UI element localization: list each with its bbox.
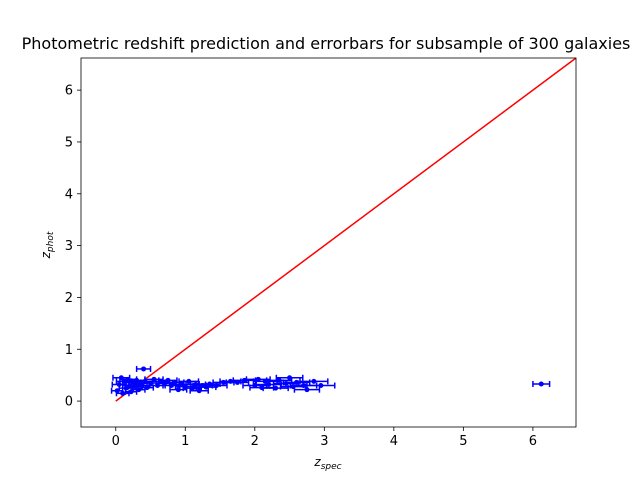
- data-point: [276, 377, 282, 383]
- data-point: [196, 388, 202, 394]
- data-point: [165, 377, 171, 383]
- x-tick-label: 6: [529, 434, 537, 449]
- y-tick-label: 5: [65, 135, 73, 150]
- y-tick-label: 0: [65, 395, 73, 410]
- y-tick-label: 3: [65, 239, 73, 254]
- data-point: [294, 379, 300, 385]
- y-axis-label-base: z: [39, 251, 53, 259]
- x-tick-label: 4: [390, 434, 398, 449]
- data-point: [538, 381, 544, 387]
- data-point: [255, 376, 261, 382]
- x-tick-label: 1: [181, 434, 189, 449]
- y-tick-label: 4: [65, 187, 73, 202]
- data-point: [273, 385, 279, 391]
- y-axis-label: zphot: [39, 231, 56, 259]
- x-axis-label-subscript: spec: [321, 462, 342, 472]
- data-point: [186, 378, 192, 384]
- data-point: [136, 387, 142, 393]
- y-axis-label-subscript: phot: [46, 231, 56, 253]
- data-point: [234, 379, 240, 385]
- data-point: [144, 385, 150, 391]
- y-axis-ticks: 0 1 2 3 4 5 6: [65, 84, 81, 410]
- data-point: [116, 382, 122, 388]
- data-point: [300, 383, 306, 389]
- data-point: [304, 387, 310, 393]
- x-axis-label-base: z: [313, 455, 321, 469]
- x-axis-label: zspec: [313, 455, 341, 472]
- reference-line-layer: [115, 57, 577, 402]
- data-point: [287, 375, 293, 381]
- data-point: [311, 378, 317, 384]
- y-tick-label: 2: [65, 291, 73, 306]
- data-point: [266, 382, 272, 388]
- y-tick-label: 6: [65, 84, 73, 99]
- y-tick-label: 1: [65, 343, 73, 358]
- data-points-layer: [110, 365, 551, 397]
- data-point: [318, 383, 324, 389]
- chart-title: Photometric redshift prediction and erro…: [22, 34, 631, 53]
- one-to-one-reference-line: [115, 57, 577, 402]
- data-point: [175, 387, 181, 393]
- x-axis-ticks: 0 1 2 3 4 5 6: [112, 427, 537, 449]
- axes-frame: [80, 57, 577, 428]
- data-point: [141, 366, 147, 372]
- x-tick-label: 2: [251, 434, 259, 449]
- data-point: [120, 390, 126, 396]
- x-tick-label: 0: [112, 434, 120, 449]
- data-point: [241, 377, 247, 383]
- x-tick-label: 3: [320, 434, 328, 449]
- data-point: [214, 383, 220, 389]
- x-tick-label: 5: [459, 434, 467, 449]
